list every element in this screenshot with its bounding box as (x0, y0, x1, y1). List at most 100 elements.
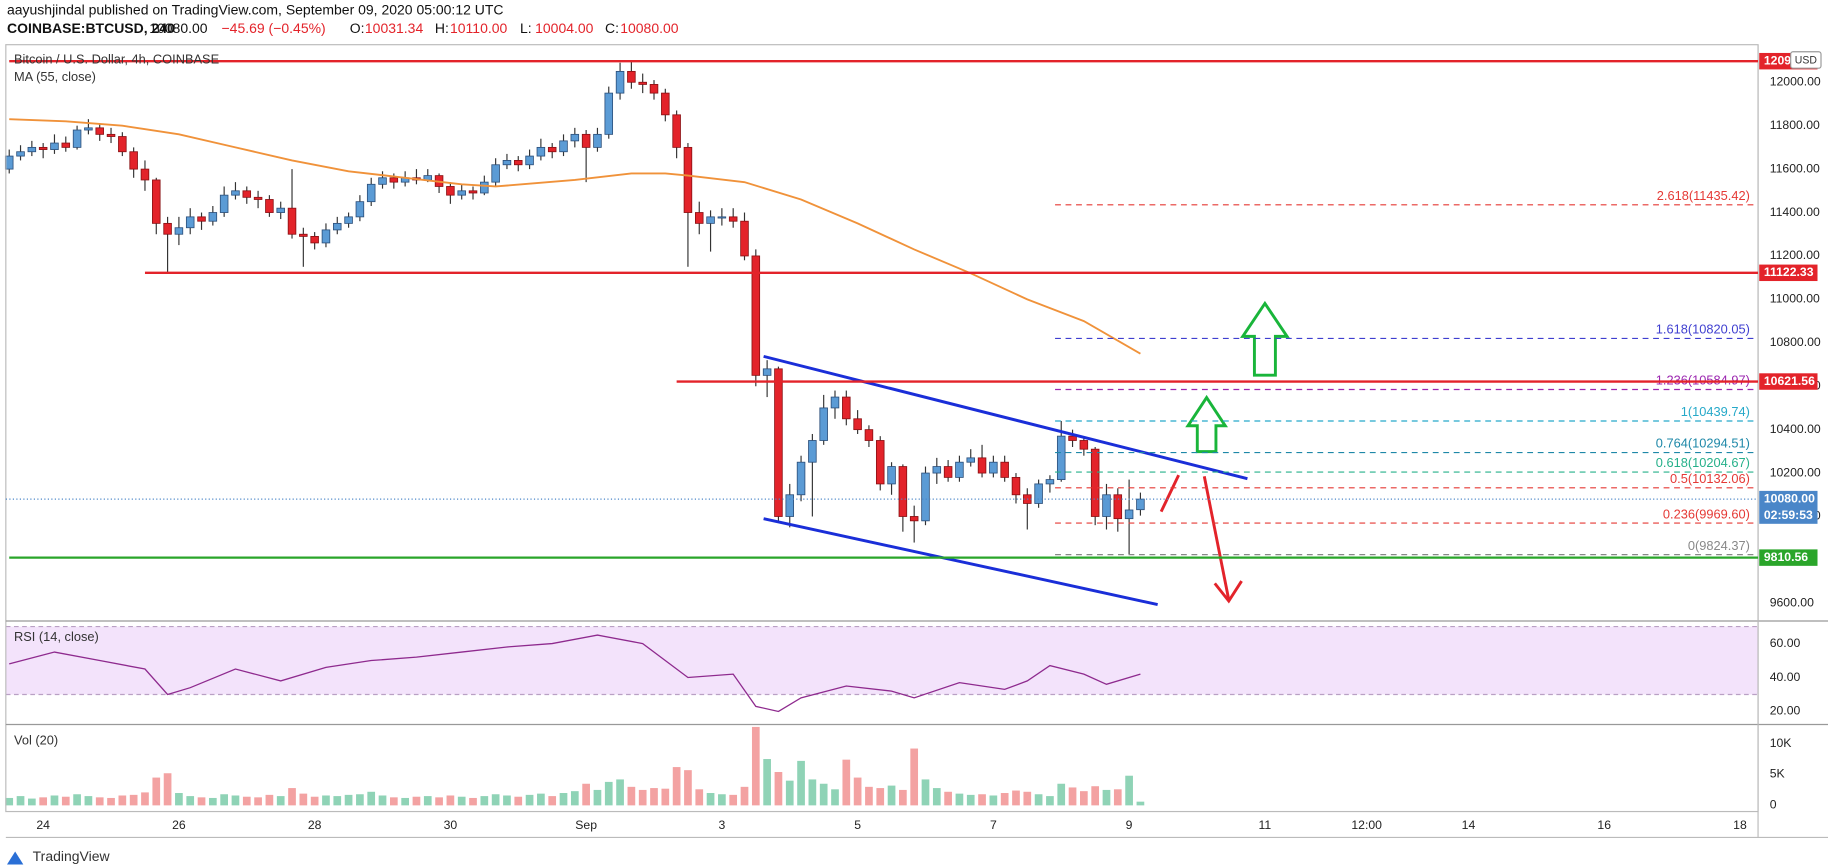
currency-badge (1790, 51, 1822, 69)
candle-body (740, 220, 749, 257)
change: −45.69 (−0.45%) (222, 20, 326, 36)
volume-bar (141, 792, 149, 806)
candle-body (1102, 494, 1111, 517)
y-tick-label: 11400.00 (1770, 205, 1820, 219)
volume-bar (548, 796, 557, 806)
volume-bar (910, 748, 919, 806)
publisher: aayushjindal published on TradingView.co… (7, 1, 504, 17)
ohlc-value: 10031.34 (365, 20, 424, 36)
candle-body (457, 190, 466, 196)
volume-bar (152, 777, 161, 806)
vol-legend: Vol (20) (14, 732, 58, 747)
volume-bar (16, 796, 25, 806)
countdown: 02:59:53 (1764, 508, 1813, 522)
volume-bar (944, 791, 952, 806)
vol-tick-label: 0 (1770, 798, 1777, 812)
volume-bar (638, 789, 647, 806)
volume-bar (344, 794, 353, 806)
volume-bar (1091, 786, 1100, 806)
volume-bar (412, 796, 421, 806)
volume-bar (718, 794, 726, 806)
ohlc-key: O: (350, 20, 365, 36)
volume-bar (1023, 791, 1032, 806)
x-tick-label: 12:00 (1351, 818, 1382, 832)
volume-bar (1125, 775, 1133, 806)
volume-bar (389, 797, 398, 806)
candle-body (106, 133, 116, 137)
candle-body (536, 146, 546, 157)
volume-bar (299, 793, 308, 806)
candle-body (638, 81, 647, 85)
candle-body (355, 201, 365, 218)
candle-body (808, 440, 817, 463)
volume-bar (367, 791, 376, 806)
volume-bar (808, 779, 817, 806)
candle-body (84, 127, 93, 131)
volume-bar (842, 759, 851, 806)
x-tick-label: 16 (1597, 818, 1611, 832)
x-tick-label: 26 (172, 818, 186, 832)
volume-bar (1046, 796, 1054, 806)
volume-bar (1000, 793, 1009, 806)
candle-body (253, 196, 263, 200)
candle-body (231, 190, 240, 196)
volume-bar (887, 785, 896, 806)
candle-body (887, 466, 896, 485)
candle-body (615, 70, 625, 94)
candle-body (932, 466, 942, 474)
candle-body (796, 461, 806, 496)
volume-bar (423, 796, 432, 806)
ma-legend: MA (55, close) (14, 69, 96, 84)
volume-bar (175, 793, 183, 806)
x-tick-label: 30 (444, 818, 458, 832)
x-tick-label: 11 (1259, 818, 1272, 832)
candle-body (751, 255, 761, 376)
vol-tick-label: 5K (1770, 767, 1786, 781)
ohlc-key: L: (520, 20, 532, 36)
volume-bar (197, 797, 206, 806)
volume-bar (865, 786, 873, 806)
ohlc-key: C: (605, 20, 619, 36)
volume-bar (899, 789, 907, 806)
volume-bar (50, 795, 59, 806)
volume-bar (401, 797, 409, 806)
volume-bar (684, 770, 692, 806)
candle-body (378, 177, 387, 185)
y-tick-label: 10400.00 (1770, 422, 1821, 436)
level-badge (1759, 549, 1818, 566)
volume-bar (661, 788, 670, 806)
candle-body (649, 84, 659, 94)
x-tick-label: Sep (575, 818, 597, 832)
volume-bar (84, 796, 93, 806)
candle-body (909, 516, 919, 522)
candle-body (1124, 509, 1134, 520)
red-line (1159, 474, 1180, 513)
volume-bar (1113, 789, 1122, 806)
candle-body (1011, 476, 1021, 496)
candle-body (1045, 479, 1055, 485)
volume-bar (785, 780, 794, 806)
candle-body (921, 472, 930, 522)
volume-bar (208, 797, 217, 806)
fib-label: 0(9824.37) (1688, 538, 1750, 553)
volume-bar (966, 794, 975, 806)
y-tick-label: 11600.00 (1770, 161, 1820, 175)
ohlc-value: 10080.00 (620, 20, 679, 36)
level-label: 9810.56 (1764, 550, 1808, 564)
volume-bar (265, 794, 274, 806)
candle-body (50, 142, 59, 150)
volume-bar (627, 786, 636, 806)
level-badge (1759, 373, 1818, 390)
candle-body (4, 155, 14, 170)
candle-body (118, 136, 127, 153)
rsi-tick-label: 20.00 (1770, 704, 1801, 718)
volume-bar (457, 796, 466, 806)
grid: 9600.009800.0010000.0010200.0010400.0010… (5, 74, 1821, 812)
down-arrow-head (1213, 580, 1243, 604)
volume-bar (61, 796, 70, 806)
fib-label: 0.236(9969.60) (1663, 506, 1750, 521)
volume-bar (186, 796, 195, 806)
volume-bar (1012, 790, 1020, 806)
rsi-legend: RSI (14, close) (14, 629, 99, 644)
candle-body (581, 133, 591, 148)
